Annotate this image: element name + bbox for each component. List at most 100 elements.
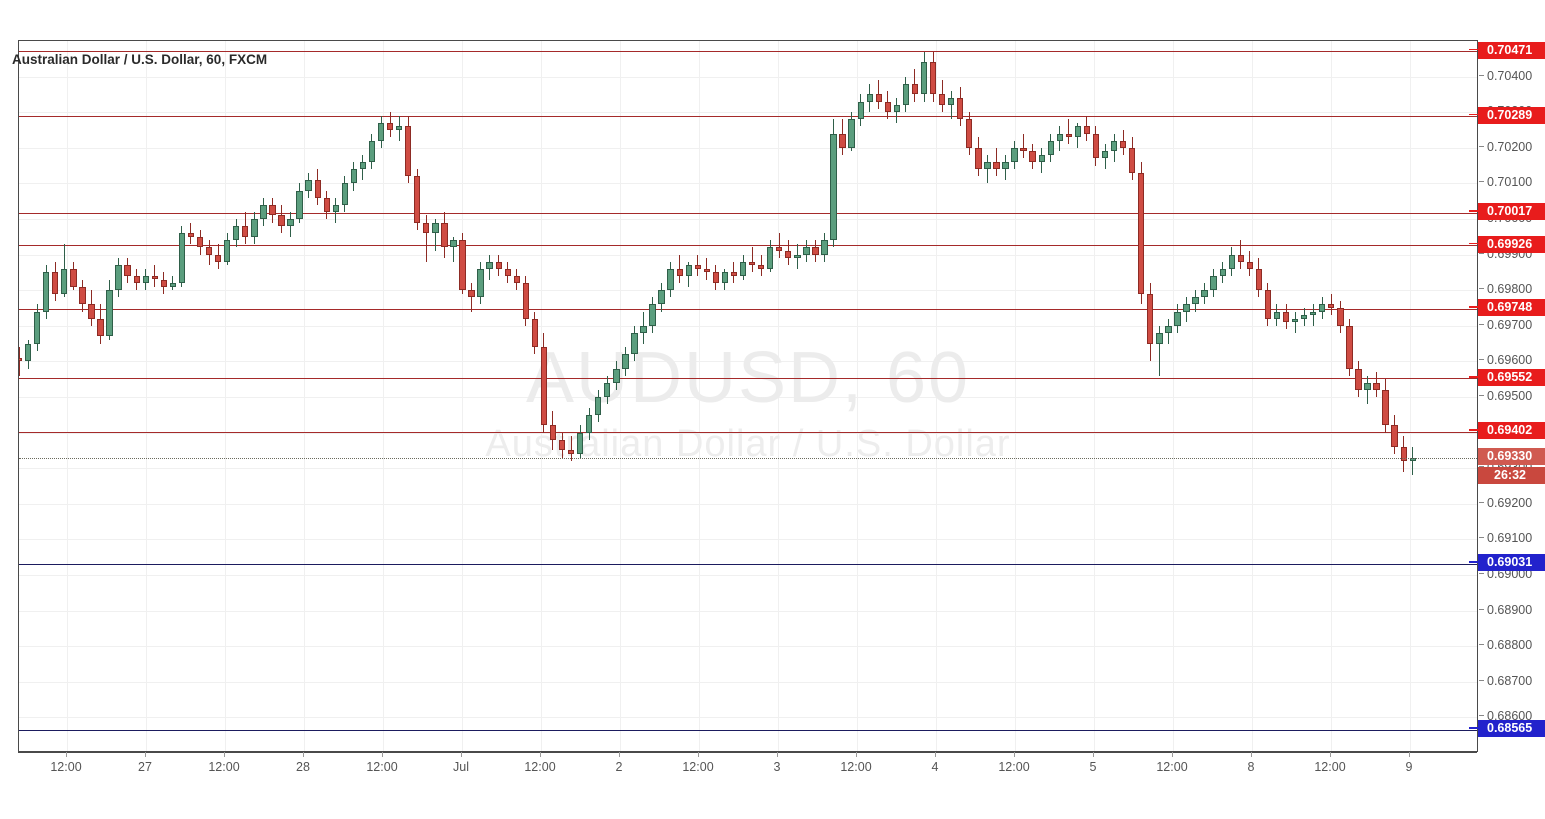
time-tick-mark (1172, 752, 1173, 757)
candle (613, 361, 620, 390)
candle (386, 112, 394, 138)
level-line-0.70471[interactable] (19, 51, 1477, 53)
candle-body (893, 105, 901, 113)
price-level-label-0.70471[interactable]: 0.70471 (1469, 41, 1545, 59)
level-line-0.68565[interactable] (19, 729, 1477, 731)
candle-body (1156, 332, 1163, 344)
candle-body (115, 265, 122, 291)
candle-body (251, 218, 258, 237)
level-line-0.69748[interactable] (19, 308, 1477, 310)
candle-body (739, 261, 747, 276)
candle-wick (1068, 119, 1070, 145)
grid-line-horizontal (19, 112, 1477, 114)
candle (1047, 133, 1054, 163)
price-level-label-0.70289[interactable]: 0.70289 (1469, 106, 1545, 124)
level-line-0.69552[interactable] (19, 378, 1477, 380)
candle (794, 243, 801, 269)
candle-body (649, 304, 656, 326)
candle (920, 51, 928, 102)
candle-body (1264, 290, 1272, 319)
candle (1400, 436, 1407, 472)
candle (350, 162, 358, 191)
candle (187, 222, 195, 244)
candle-body (61, 268, 68, 294)
candle-body (160, 279, 168, 287)
candle-body (703, 268, 711, 273)
candle (115, 258, 122, 298)
price-level-label-0.70017[interactable]: 0.70017 (1469, 203, 1545, 221)
candle-body (920, 62, 928, 95)
price-level-label-0.68565[interactable]: 0.68565 (1469, 720, 1545, 738)
candle-body (531, 318, 539, 348)
candle (1219, 261, 1226, 284)
price-level-pointer (1469, 727, 1478, 729)
candle-body (1319, 304, 1326, 312)
candle (540, 332, 548, 433)
grid-line-horizontal (19, 254, 1477, 256)
candle-body (305, 179, 312, 191)
level-line-0.69402[interactable] (19, 431, 1477, 433)
candle-body (70, 268, 77, 287)
candle-body (468, 290, 475, 298)
candle-body (459, 240, 466, 291)
chart-plot-area[interactable]: AUDUSD, 60 Australian Dollar / U.S. Doll… (18, 40, 1477, 752)
time-tick-mark (1330, 752, 1331, 757)
time-tick-label: 4 (931, 760, 939, 774)
candle (70, 261, 77, 291)
price-level-pointer (1469, 242, 1478, 245)
price-tick-mark (1479, 181, 1484, 183)
candle-body (803, 247, 810, 255)
candle-body (658, 290, 665, 305)
level-line-0.69926[interactable] (19, 245, 1477, 247)
price-level-label-0.69031[interactable]: 0.69031 (1469, 554, 1545, 572)
candle-body (260, 204, 267, 219)
chart-title[interactable]: Australian Dollar / U.S. Dollar, 60, FXC… (12, 52, 268, 67)
candle-body (142, 275, 149, 284)
candle (1101, 144, 1109, 170)
candle-body (866, 94, 873, 102)
candle-body (1364, 382, 1371, 390)
time-tick-label: 28 (296, 760, 310, 774)
candle (368, 133, 376, 170)
price-tick: 0.70100 (1478, 174, 1545, 190)
candle-body (314, 179, 321, 198)
current-price-label[interactable]: 0.69330 (1478, 448, 1545, 466)
price-tick-label: 0.69700 (1487, 317, 1533, 332)
candle (441, 211, 448, 259)
candle-body (730, 272, 738, 276)
candle-body (1138, 172, 1145, 294)
candle (884, 90, 892, 120)
candle (595, 389, 602, 422)
candle (233, 219, 240, 248)
candle-wick (950, 90, 952, 120)
candle-body (513, 275, 520, 284)
price-tick: 0.69800 (1478, 281, 1545, 297)
candle-body (405, 126, 412, 177)
price-level-label-0.69748[interactable]: 0.69748 (1469, 299, 1545, 317)
bar-countdown-label: 26:32 (1478, 466, 1545, 484)
grid-line-vertical (699, 41, 700, 751)
candle (1409, 446, 1416, 476)
candle-body (368, 140, 376, 163)
time-tick-label: 12:00 (1314, 760, 1346, 774)
candle-body (1355, 368, 1362, 390)
price-level-label-0.69402[interactable]: 0.69402 (1469, 422, 1545, 440)
candle-body (332, 204, 339, 212)
time-axis[interactable]: 12:00 27 12:00 28 12:00 Jul 12:00 2 12:00 3 12:00 4… (18, 752, 1545, 792)
price-axis[interactable]: 0.704000.703000.702000.701000.700000.699… (1469, 40, 1545, 752)
candle (160, 272, 168, 294)
level-line-0.70289[interactable] (19, 116, 1477, 118)
candle (1138, 162, 1145, 305)
candle-body (1282, 311, 1290, 323)
price-tick-label: 0.68800 (1487, 638, 1533, 653)
price-level-label-0.69552[interactable]: 0.69552 (1469, 368, 1545, 386)
candle-body (196, 236, 204, 248)
candle-body (812, 247, 819, 255)
candle (1011, 140, 1018, 170)
level-line-0.69031[interactable] (19, 563, 1477, 565)
candle (830, 119, 837, 248)
price-level-label-0.69926[interactable]: 0.69926 (1469, 235, 1545, 253)
price-tick-label: 0.68700 (1487, 673, 1533, 688)
candle (513, 268, 520, 291)
level-line-0.70017[interactable] (19, 212, 1477, 214)
